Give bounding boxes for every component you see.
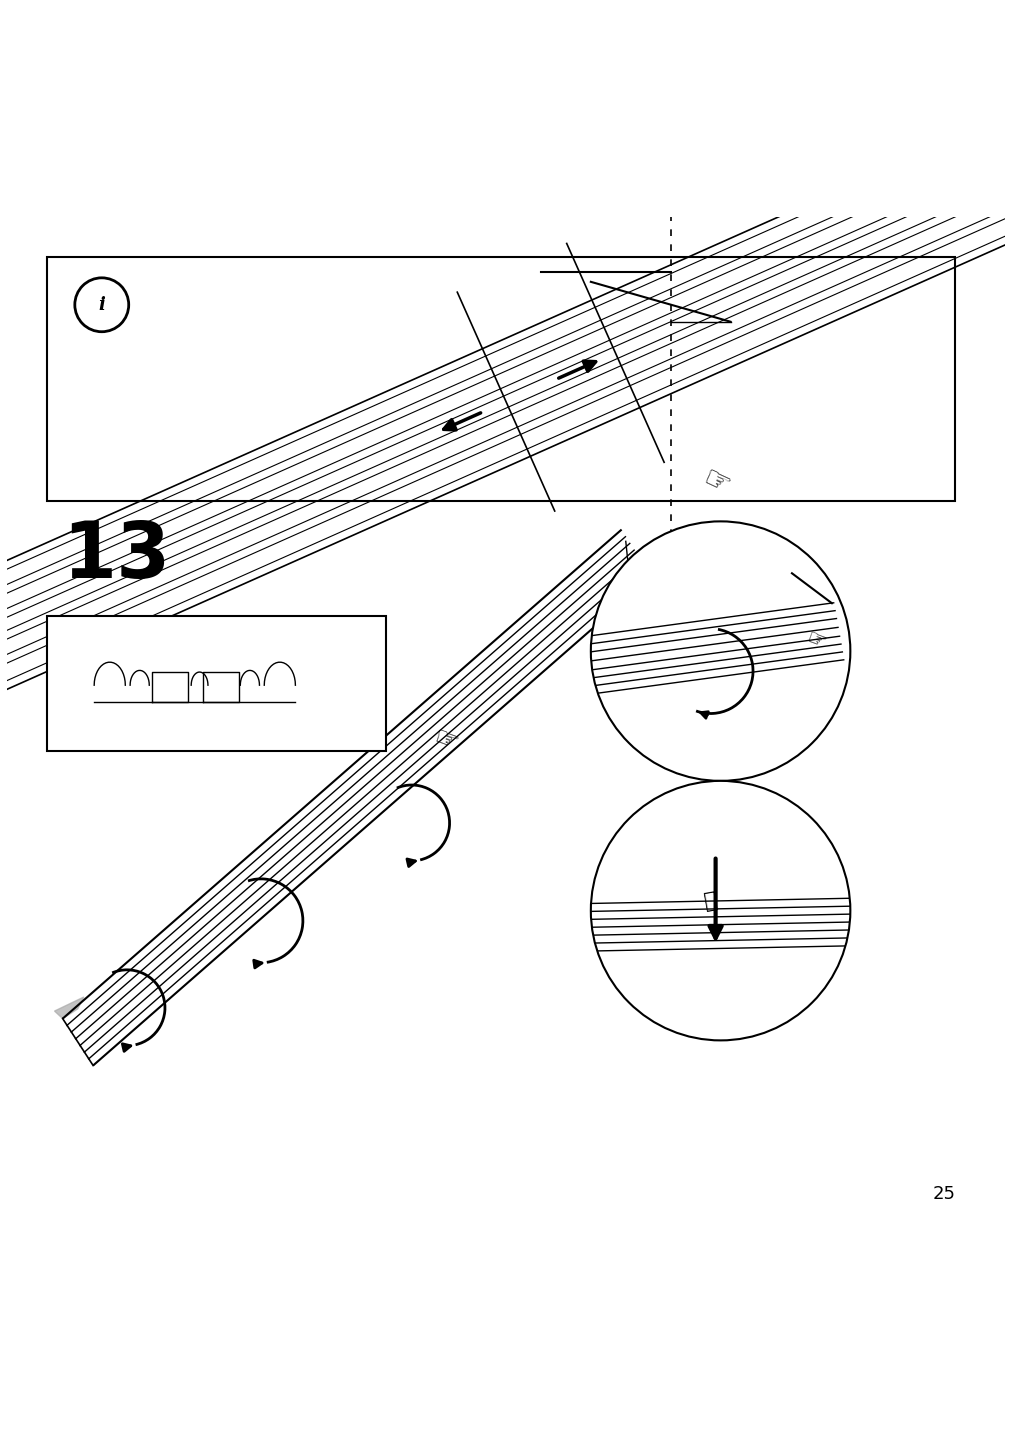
Bar [47,256,954,501]
Text: ☞: ☞ [430,723,462,759]
Text: 25: 25 [931,1186,954,1203]
Text: ☞: ☞ [802,629,827,654]
Bar [47,256,954,501]
Circle shape [75,278,128,332]
Circle shape [590,780,849,1041]
Text: 13: 13 [62,518,170,594]
Circle shape [590,521,849,780]
Polygon shape [55,997,84,1018]
Bar [47,616,386,750]
Text: ☞: ☞ [697,464,733,501]
Bar [47,616,386,750]
Text: 🦶: 🦶 [702,889,718,912]
Text: i: i [98,296,105,314]
